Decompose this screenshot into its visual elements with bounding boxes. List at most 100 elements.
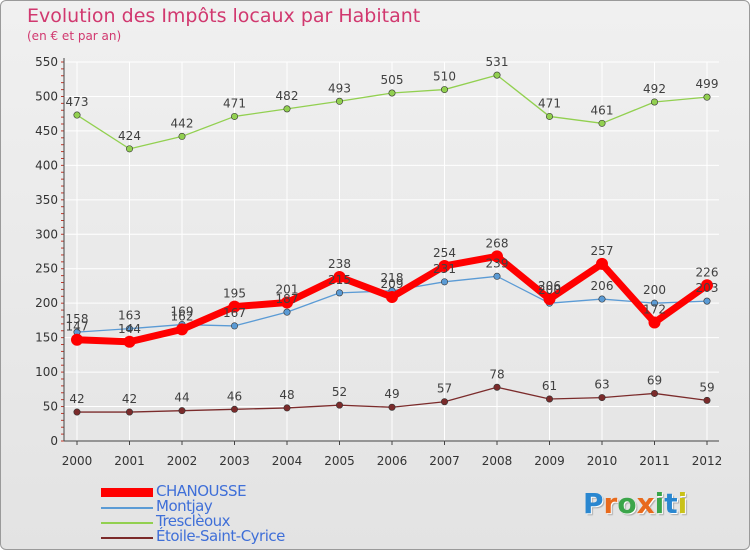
data-point bbox=[335, 97, 343, 105]
data-point bbox=[126, 145, 134, 153]
y-tick-label: 350 bbox=[35, 193, 58, 207]
data-label: 209 bbox=[381, 277, 404, 291]
data-point bbox=[333, 270, 346, 283]
data-point bbox=[545, 112, 553, 120]
data-point bbox=[178, 407, 186, 415]
data-point bbox=[493, 383, 501, 391]
data-label: 492 bbox=[643, 82, 666, 96]
data-label: 195 bbox=[223, 287, 246, 301]
data-point bbox=[440, 398, 448, 406]
x-tick-label: 2008 bbox=[482, 454, 513, 468]
x-tick-label: 2002 bbox=[167, 454, 198, 468]
data-label: 44 bbox=[174, 391, 189, 405]
logo-letter: P bbox=[583, 487, 604, 520]
data-point bbox=[283, 404, 291, 412]
x-tick-label: 2000 bbox=[62, 454, 93, 468]
data-point bbox=[598, 119, 606, 127]
data-label: 473 bbox=[66, 95, 89, 109]
data-label: 158 bbox=[66, 312, 89, 326]
data-point bbox=[703, 93, 711, 101]
data-point bbox=[283, 105, 291, 113]
x-tick-label: 2010 bbox=[587, 454, 618, 468]
axis-layer: 0 50 100 150 200 250 300 350 400 450 500 550 2000 200… bbox=[35, 55, 722, 468]
data-point bbox=[598, 295, 606, 303]
y-tick-label: 0 bbox=[50, 434, 58, 448]
data-label: 257 bbox=[591, 244, 614, 258]
y-tick-label: 550 bbox=[35, 55, 58, 69]
data-label: 206 bbox=[591, 279, 614, 293]
data-point bbox=[543, 293, 556, 306]
data-label: 61 bbox=[542, 379, 557, 393]
x-tick-label: 2001 bbox=[114, 454, 145, 468]
proxiti-logo: Proxiti bbox=[583, 487, 687, 520]
data-point bbox=[335, 401, 343, 409]
legend-swatch bbox=[101, 522, 153, 524]
legend-swatch bbox=[101, 537, 153, 539]
data-label: 162 bbox=[171, 309, 194, 323]
data-label: 57 bbox=[437, 382, 452, 396]
data-point bbox=[650, 389, 658, 397]
logo-letter: t bbox=[664, 487, 678, 520]
data-label: 226 bbox=[696, 265, 719, 279]
data-point bbox=[701, 279, 713, 292]
data-point bbox=[386, 290, 398, 303]
x-tick-label: 2007 bbox=[429, 454, 460, 468]
data-label: 147 bbox=[66, 320, 89, 334]
data-point bbox=[126, 408, 134, 416]
data-label: 206 bbox=[538, 279, 561, 293]
y-tick-label: 200 bbox=[35, 296, 58, 310]
data-point bbox=[650, 98, 658, 106]
data-point bbox=[493, 272, 501, 280]
data-label: 442 bbox=[171, 116, 194, 130]
data-point bbox=[281, 296, 293, 309]
logo-letter: r bbox=[603, 487, 618, 520]
data-label: 493 bbox=[328, 81, 351, 95]
data-point bbox=[491, 250, 503, 263]
x-tick-label: 2005 bbox=[324, 454, 355, 468]
chart-subtitle: (en € et par an) bbox=[27, 29, 122, 43]
logo-letter: i bbox=[654, 487, 665, 520]
legend-swatch bbox=[101, 507, 153, 509]
data-point bbox=[231, 405, 239, 413]
data-point bbox=[650, 299, 658, 307]
y-tick-label: 500 bbox=[35, 89, 58, 103]
data-label: 187 bbox=[276, 292, 299, 306]
data-label: 471 bbox=[223, 96, 246, 110]
series-layer bbox=[71, 71, 713, 416]
x-tick-label: 2012 bbox=[692, 454, 723, 468]
y-tick-label: 250 bbox=[35, 262, 58, 276]
legend-label: CHANOUSSE bbox=[156, 482, 247, 500]
data-point bbox=[648, 316, 661, 329]
data-label: 482 bbox=[276, 89, 299, 103]
data-point bbox=[596, 257, 608, 270]
data-label: 42 bbox=[69, 392, 84, 406]
logo-letter: o bbox=[617, 487, 637, 520]
data-label: 78 bbox=[489, 367, 504, 381]
data-point bbox=[598, 394, 606, 402]
x-tick-label: 2011 bbox=[639, 454, 670, 468]
data-point bbox=[438, 259, 451, 272]
data-point bbox=[283, 308, 291, 316]
data-point bbox=[73, 111, 81, 119]
data-label: 163 bbox=[118, 309, 141, 323]
data-point bbox=[176, 323, 188, 336]
legend-label: Montjay bbox=[156, 497, 213, 515]
chart-title: Evolution des Impôts locaux par Habitant bbox=[27, 5, 421, 27]
legend-label: Étoile-Saint-Cyrice bbox=[156, 527, 285, 545]
data-label: 505 bbox=[381, 73, 404, 87]
logo-letter: i bbox=[677, 487, 688, 520]
data-label: 424 bbox=[118, 129, 141, 143]
data-label: 167 bbox=[223, 306, 246, 320]
data-label: 471 bbox=[538, 96, 561, 110]
data-point bbox=[123, 335, 136, 348]
data-label: 510 bbox=[433, 70, 456, 84]
data-label: 231 bbox=[433, 262, 456, 276]
data-point bbox=[71, 333, 83, 346]
data-label: 46 bbox=[227, 389, 242, 403]
data-label: 268 bbox=[486, 236, 509, 250]
data-label: 238 bbox=[328, 257, 351, 271]
data-label: 461 bbox=[591, 103, 614, 117]
data-point bbox=[126, 325, 134, 333]
